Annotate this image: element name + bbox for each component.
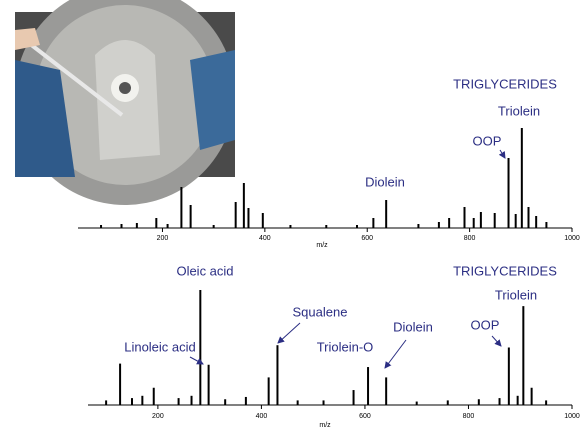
x-tick-label: 400 <box>259 235 271 242</box>
annotation: Triolein <box>495 287 537 302</box>
annotation-arrow <box>498 149 506 159</box>
photo <box>15 0 235 205</box>
annotation: Triolein <box>498 103 540 118</box>
x-tick-label: 600 <box>359 413 371 420</box>
x-tick-label: 600 <box>361 235 373 242</box>
x-axis-title: m/z <box>319 422 331 429</box>
annotation-arrow <box>277 322 301 344</box>
x-tick-label: 800 <box>463 413 475 420</box>
annotation: TRIGLYCERIDES <box>453 263 557 278</box>
annotation: Diolein <box>365 174 405 189</box>
x-tick-label: 1000 <box>564 235 580 242</box>
annotation: Linoleic acid <box>124 339 196 354</box>
annotation: Oleic acid <box>176 263 233 278</box>
x-tick-label: 200 <box>157 235 169 242</box>
annotation: OOP <box>471 317 500 332</box>
annotation: Squalene <box>293 304 348 319</box>
annotation-arrow <box>189 356 204 365</box>
x-tick-label: 800 <box>464 235 476 242</box>
annotation: Diolein <box>393 319 433 334</box>
annotation: OOP <box>473 133 502 148</box>
annotation-arrow <box>491 335 502 347</box>
x-tick-label: 200 <box>152 413 164 420</box>
x-axis-title: m/z <box>316 242 328 249</box>
x-tick-label: 400 <box>256 413 268 420</box>
annotation: Triolein-O <box>317 339 374 354</box>
annotation: TRIGLYCERIDES <box>453 76 557 91</box>
annotation-arrow <box>384 339 407 369</box>
x-tick-label: 1000 <box>564 413 580 420</box>
